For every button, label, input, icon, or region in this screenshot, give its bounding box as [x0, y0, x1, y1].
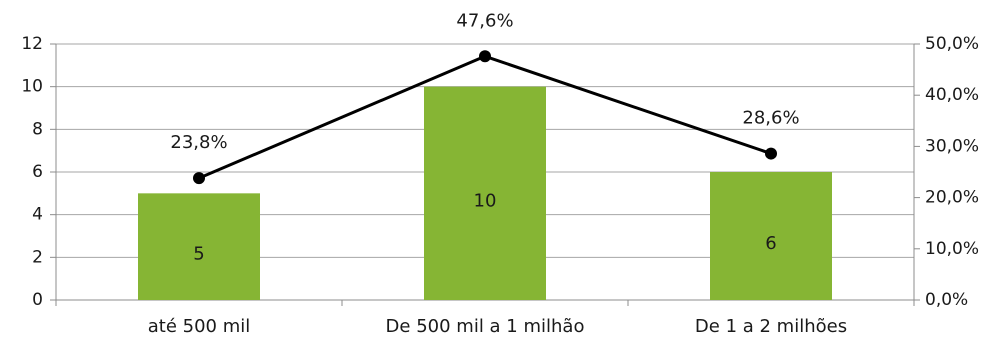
right-axis-tick-label: 40,0%	[925, 85, 979, 105]
line-value-label: 47,6%	[456, 10, 513, 31]
left-axis-tick-label: 12	[21, 34, 43, 54]
right-axis-tick-label: 20,0%	[925, 188, 979, 208]
left-axis-tick-label: 0	[32, 290, 43, 310]
line-point-marker	[193, 172, 205, 185]
right-axis-tick-label: 30,0%	[925, 136, 979, 156]
line-value-label: 28,6%	[742, 108, 799, 129]
right-axis-tick-label: 10,0%	[925, 239, 979, 259]
left-axis-tick-label: 6	[32, 162, 43, 182]
x-axis-category-label: até 500 mil	[148, 316, 251, 337]
left-axis-tick-label: 10	[21, 77, 43, 97]
line-point-marker	[765, 147, 777, 160]
x-axis-category-label: De 500 mil a 1 milhão	[386, 316, 585, 337]
bar-value-label: 5	[193, 244, 204, 265]
left-axis-tick-label: 8	[32, 119, 43, 139]
bar	[710, 172, 832, 300]
left-axis-tick-label: 2	[32, 247, 43, 267]
right-axis-tick-label: 50,0%	[925, 34, 979, 54]
bar	[424, 86, 546, 301]
right-axis-tick-label: 0,0%	[925, 290, 968, 310]
bar-value-label: 6	[765, 233, 776, 254]
x-axis-category-label: De 1 a 2 milhões	[695, 316, 847, 337]
left-axis-tick-label: 4	[32, 205, 43, 225]
line-point-marker	[479, 50, 491, 63]
bar	[138, 193, 260, 300]
bar-value-label: 10	[474, 190, 497, 211]
line-value-label: 23,8%	[170, 132, 227, 153]
